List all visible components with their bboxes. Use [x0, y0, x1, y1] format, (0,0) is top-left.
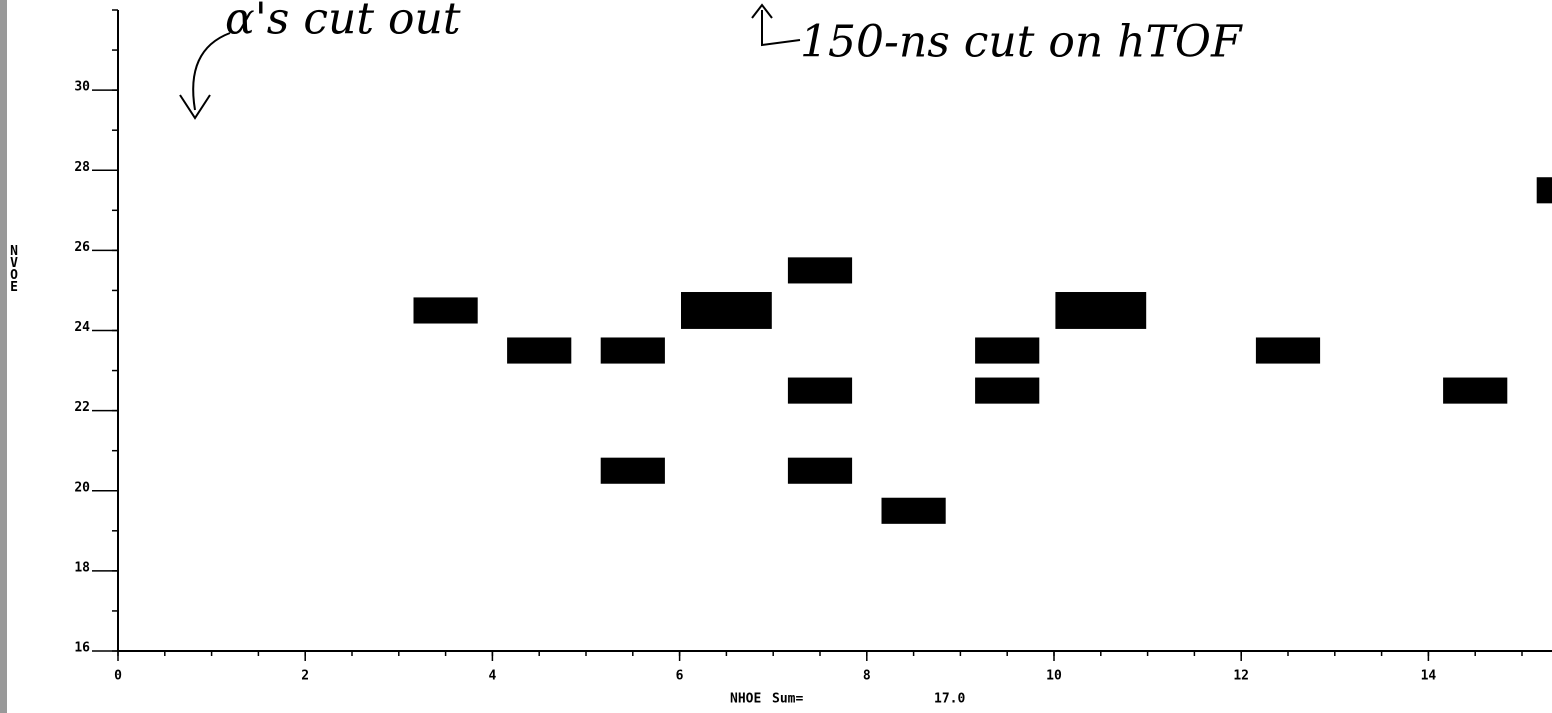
- y-tick-label: 28: [74, 160, 90, 175]
- bin-box: [1536, 177, 1552, 204]
- y-tick-label: 18: [74, 560, 90, 575]
- bin-box: [413, 297, 478, 324]
- bin-box: [681, 292, 772, 329]
- x-axis-label: NHOE: [730, 692, 761, 707]
- bin-box: [975, 377, 1040, 404]
- annotation: 150-ns cut on hTOF: [800, 17, 1243, 68]
- annotation: α's cut out: [225, 0, 461, 45]
- y-tick-label: 20: [74, 480, 90, 495]
- bin-box: [507, 337, 572, 364]
- y-tick-label: 26: [74, 240, 90, 255]
- bin-box: [787, 377, 853, 404]
- y-tick-label: 16: [74, 641, 90, 656]
- y-tick-label: 22: [74, 400, 90, 415]
- bin-box: [787, 457, 853, 484]
- y-tick-label: 30: [74, 80, 90, 95]
- bin-box: [1443, 377, 1508, 404]
- x-tick-label: 0: [114, 669, 122, 684]
- bin-box: [600, 337, 665, 364]
- bin-box: [1255, 337, 1321, 364]
- bin-box: [600, 457, 665, 484]
- x-tick-label: 12: [1233, 669, 1249, 684]
- bin-box: [881, 497, 946, 524]
- y-tick-label: 24: [74, 320, 90, 335]
- bin-box: [975, 337, 1040, 364]
- x-tick-label: 2: [301, 669, 309, 684]
- sum-label: Sum=: [772, 692, 803, 707]
- bin-box: [787, 257, 853, 284]
- y-axis-label-text: NVOE: [7, 244, 22, 292]
- x-tick-label: 4: [488, 669, 496, 684]
- annotation-arrow: [751, 3, 801, 47]
- x-tick-label: 8: [863, 669, 871, 684]
- annotation-arrow: [179, 32, 231, 120]
- sum-value: 17.0: [934, 692, 965, 707]
- x-tick-label: 6: [676, 669, 684, 684]
- x-tick-label: 14: [1421, 669, 1437, 684]
- x-tick-label: 10: [1046, 669, 1062, 684]
- bin-box: [1055, 292, 1147, 329]
- scan-edge: [0, 0, 7, 713]
- y-axis-label: NVOE: [7, 244, 22, 292]
